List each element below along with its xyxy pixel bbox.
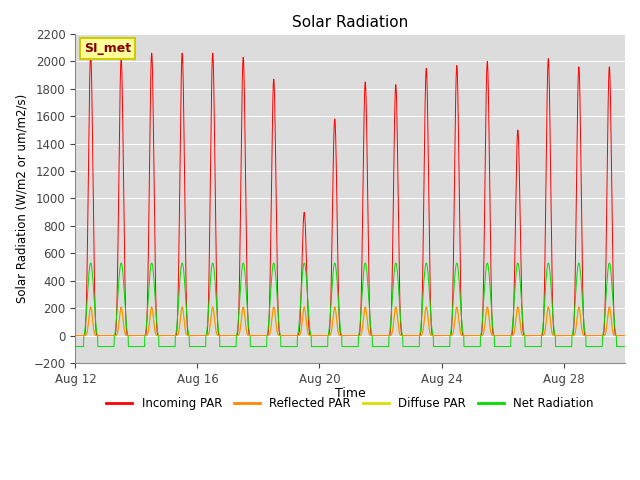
Legend: Incoming PAR, Reflected PAR, Diffuse PAR, Net Radiation: Incoming PAR, Reflected PAR, Diffuse PAR…: [102, 392, 598, 415]
Y-axis label: Solar Radiation (W/m2 or um/m2/s): Solar Radiation (W/m2 or um/m2/s): [15, 94, 28, 303]
Title: Solar Radiation: Solar Radiation: [292, 15, 408, 30]
X-axis label: Time: Time: [335, 387, 365, 400]
Text: SI_met: SI_met: [84, 42, 131, 55]
